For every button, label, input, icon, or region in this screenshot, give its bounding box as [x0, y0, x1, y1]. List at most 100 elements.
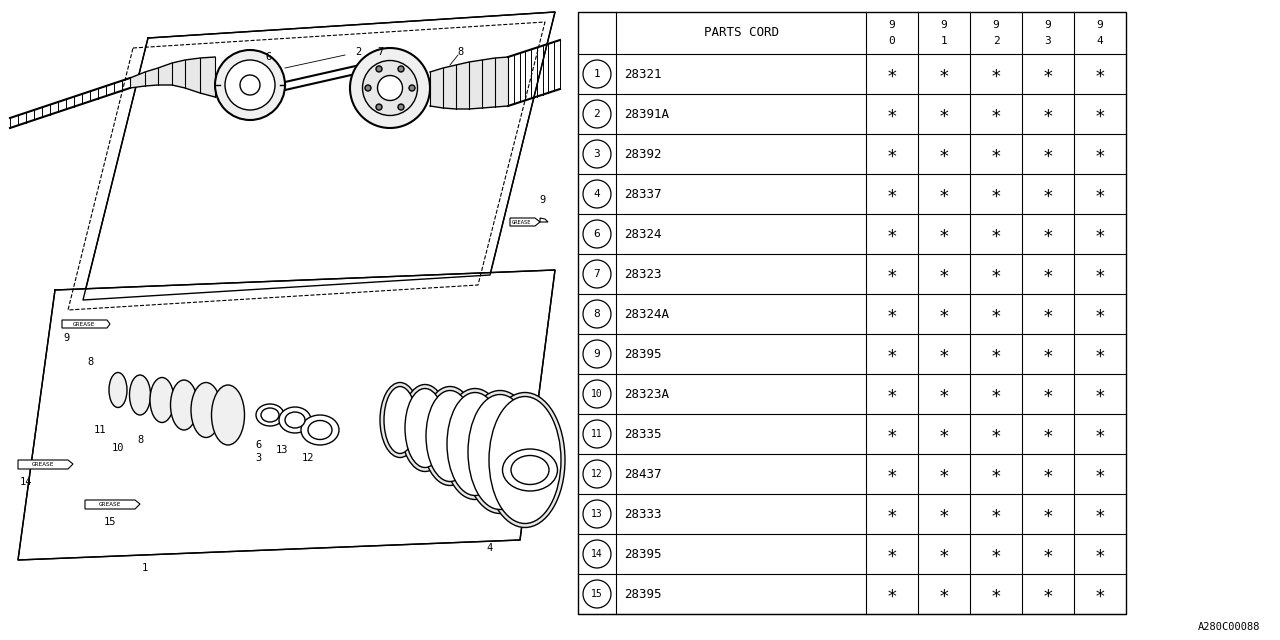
Circle shape — [582, 180, 611, 208]
Text: ∗: ∗ — [991, 545, 1001, 563]
Ellipse shape — [241, 75, 260, 95]
Text: 9: 9 — [594, 349, 600, 359]
Text: 28323: 28323 — [625, 268, 662, 280]
Text: ∗: ∗ — [1094, 505, 1106, 523]
Text: 28437: 28437 — [625, 467, 662, 481]
Polygon shape — [18, 270, 556, 560]
Ellipse shape — [489, 397, 561, 524]
Polygon shape — [83, 12, 556, 300]
Text: ∗: ∗ — [1043, 585, 1053, 603]
Text: ∗: ∗ — [938, 305, 950, 323]
Text: 28324A: 28324A — [625, 307, 669, 321]
Polygon shape — [509, 218, 540, 226]
Text: 9: 9 — [64, 333, 70, 343]
Text: ∗: ∗ — [1094, 585, 1106, 603]
Ellipse shape — [170, 380, 197, 430]
Text: 15: 15 — [591, 589, 603, 599]
Text: ∗: ∗ — [991, 425, 1001, 443]
Text: ∗: ∗ — [938, 225, 950, 243]
Ellipse shape — [468, 394, 532, 509]
Text: ∗: ∗ — [1094, 105, 1106, 123]
Text: ∗: ∗ — [1043, 265, 1053, 283]
Text: ∗: ∗ — [938, 505, 950, 523]
Text: 0: 0 — [888, 36, 896, 46]
Text: ∗: ∗ — [1043, 145, 1053, 163]
Text: ∗: ∗ — [991, 265, 1001, 283]
Text: ∗: ∗ — [1094, 185, 1106, 203]
Text: 28333: 28333 — [625, 508, 662, 520]
Text: ∗: ∗ — [887, 465, 897, 483]
Text: ∗: ∗ — [1094, 465, 1106, 483]
Text: ∗: ∗ — [887, 105, 897, 123]
Text: 28395: 28395 — [625, 348, 662, 360]
Ellipse shape — [349, 48, 430, 128]
Text: 10: 10 — [591, 389, 603, 399]
Text: 9: 9 — [1097, 20, 1103, 29]
Ellipse shape — [301, 415, 339, 445]
Text: 2: 2 — [992, 36, 1000, 46]
Ellipse shape — [376, 104, 381, 110]
Ellipse shape — [410, 85, 415, 91]
Circle shape — [582, 460, 611, 488]
Ellipse shape — [285, 412, 305, 428]
Text: 10: 10 — [111, 443, 124, 453]
Text: ∗: ∗ — [1043, 65, 1053, 83]
Text: ∗: ∗ — [1094, 265, 1106, 283]
Text: PARTS CORD: PARTS CORD — [704, 26, 778, 40]
Text: ∗: ∗ — [887, 145, 897, 163]
Text: ∗: ∗ — [938, 185, 950, 203]
Text: 7: 7 — [594, 269, 600, 279]
Text: ∗: ∗ — [1094, 65, 1106, 83]
Text: 7: 7 — [376, 47, 383, 57]
Text: ∗: ∗ — [887, 385, 897, 403]
Text: 15: 15 — [104, 517, 116, 527]
Text: 1: 1 — [941, 36, 947, 46]
Text: 13: 13 — [275, 445, 288, 455]
Ellipse shape — [422, 387, 477, 486]
Text: ∗: ∗ — [991, 505, 1001, 523]
Text: 1: 1 — [142, 563, 148, 573]
Circle shape — [582, 540, 611, 568]
Ellipse shape — [376, 66, 381, 72]
Text: ∗: ∗ — [1094, 545, 1106, 563]
Text: ∗: ∗ — [938, 345, 950, 363]
Ellipse shape — [215, 50, 285, 120]
Text: 28335: 28335 — [625, 428, 662, 440]
Text: 28395: 28395 — [625, 588, 662, 600]
Text: 9: 9 — [1044, 20, 1051, 29]
Text: 8: 8 — [457, 47, 463, 57]
Text: A280C00088: A280C00088 — [1198, 622, 1260, 632]
Circle shape — [582, 380, 611, 408]
Text: 28324: 28324 — [625, 227, 662, 241]
Text: 4: 4 — [594, 189, 600, 199]
Ellipse shape — [511, 456, 549, 484]
Text: 4: 4 — [1097, 36, 1103, 46]
Text: 13: 13 — [591, 509, 603, 519]
Text: 28392: 28392 — [625, 147, 662, 161]
Text: 8: 8 — [594, 309, 600, 319]
Text: GREASE: GREASE — [512, 220, 531, 225]
Ellipse shape — [129, 375, 151, 415]
Ellipse shape — [191, 383, 221, 438]
Ellipse shape — [443, 388, 507, 499]
Text: ∗: ∗ — [1094, 385, 1106, 403]
Text: 6: 6 — [265, 52, 271, 62]
Text: ∗: ∗ — [1043, 425, 1053, 443]
Text: 11: 11 — [93, 425, 106, 435]
Text: 12: 12 — [302, 453, 315, 463]
Circle shape — [582, 260, 611, 288]
Ellipse shape — [398, 66, 404, 72]
Text: ∗: ∗ — [1043, 305, 1053, 323]
Text: ∗: ∗ — [991, 65, 1001, 83]
Text: 3: 3 — [255, 453, 261, 463]
Polygon shape — [61, 320, 110, 328]
Text: ∗: ∗ — [887, 585, 897, 603]
Text: ∗: ∗ — [1043, 345, 1053, 363]
Ellipse shape — [109, 372, 127, 408]
Text: ∗: ∗ — [991, 305, 1001, 323]
Circle shape — [582, 140, 611, 168]
Ellipse shape — [401, 385, 449, 472]
Text: 6: 6 — [594, 229, 600, 239]
Ellipse shape — [384, 387, 416, 454]
Text: ∗: ∗ — [1043, 465, 1053, 483]
